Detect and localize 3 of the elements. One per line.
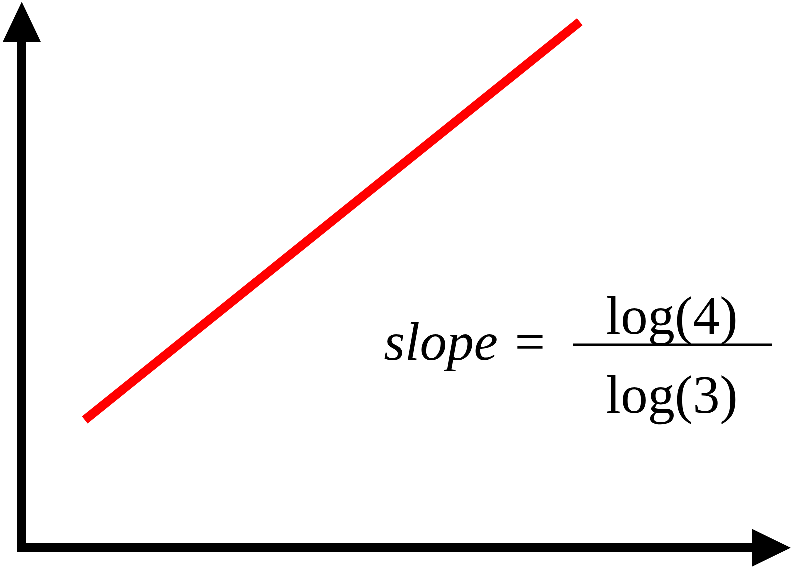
annotation: slope = [384,312,548,372]
annotation: log(3) [606,365,738,425]
annotation: log(4) [606,286,738,346]
